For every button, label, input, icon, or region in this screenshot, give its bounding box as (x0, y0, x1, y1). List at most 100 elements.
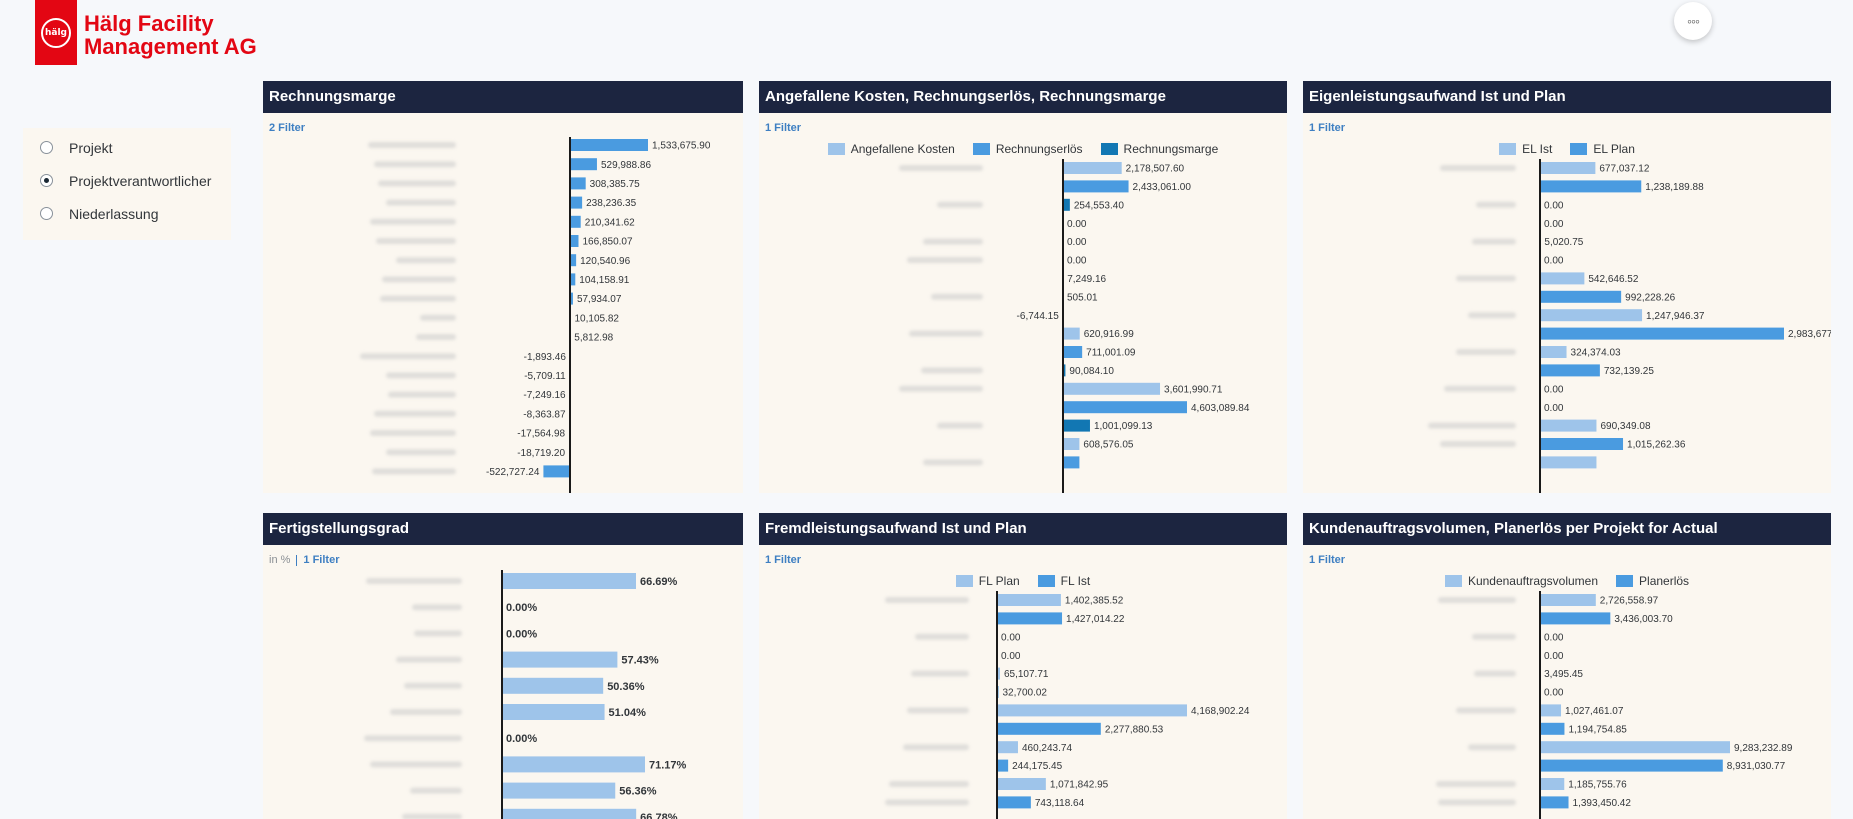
bar[interactable] (1540, 722, 1565, 735)
bar[interactable] (1063, 180, 1129, 193)
bar[interactable] (1063, 438, 1080, 450)
bar[interactable] (997, 741, 1018, 754)
legend-item[interactable]: Kundenauftragsvolumen (1444, 574, 1598, 588)
bar[interactable] (502, 782, 616, 799)
data-label: 3,436,003.70 (1614, 614, 1673, 625)
category-label-blurred (937, 201, 983, 208)
bar[interactable] (570, 273, 576, 286)
bar[interactable] (1063, 419, 1090, 432)
chart-legend: Angefallene Kosten Rechnungserlös Rechnu… (759, 139, 1287, 159)
bar[interactable] (1063, 401, 1187, 414)
category-label-blurred (402, 813, 462, 819)
bar[interactable] (1063, 162, 1122, 174)
bar[interactable] (1540, 327, 1784, 340)
legend-item[interactable]: Rechnungsmarge (1100, 142, 1218, 156)
data-label: 2,726,558.97 (1600, 596, 1659, 607)
bar[interactable] (1063, 327, 1080, 340)
bar[interactable] (570, 139, 648, 151)
bar[interactable] (1540, 180, 1642, 193)
bar[interactable] (1540, 778, 1565, 790)
chart-legend: FL Plan FL Ist (759, 571, 1287, 591)
bar[interactable] (543, 465, 570, 478)
data-label: 1,027,461.07 (1565, 706, 1624, 717)
data-label: 608,576.05 (1083, 440, 1133, 451)
bar[interactable] (997, 778, 1046, 790)
data-label: 1,402,385.52 (1065, 596, 1124, 607)
radio-button[interactable] (40, 174, 53, 187)
legend-label: EL Plan (1593, 142, 1635, 156)
category-label-blurred (386, 199, 456, 206)
filter-link[interactable]: 1 Filter (1309, 554, 1346, 566)
bar[interactable] (1540, 438, 1624, 450)
bar[interactable] (502, 756, 646, 773)
bar[interactable] (1540, 272, 1585, 285)
bar[interactable] (1540, 612, 1611, 625)
bar[interactable] (502, 704, 605, 720)
bar[interactable] (997, 759, 1009, 772)
card-title: Fremdleistungsaufwand Ist und Plan (759, 513, 1287, 545)
bar[interactable] (1540, 594, 1596, 606)
bar[interactable] (570, 254, 577, 267)
bar[interactable] (1063, 382, 1161, 395)
legend-item[interactable]: FL Plan (955, 574, 1020, 588)
bar[interactable] (570, 196, 583, 209)
radio-button[interactable] (40, 141, 53, 154)
bar[interactable] (570, 158, 597, 171)
bar[interactable] (1540, 162, 1596, 174)
bar[interactable] (1063, 364, 1066, 377)
bar[interactable] (1540, 456, 1597, 469)
bar[interactable] (570, 235, 579, 247)
bar[interactable] (1540, 419, 1597, 432)
category-label-blurred (378, 180, 456, 187)
filter-link[interactable]: 1 Filter (1309, 122, 1346, 134)
legend-item[interactable]: Angefallene Kosten (827, 142, 955, 156)
bar[interactable] (1540, 364, 1600, 377)
bar[interactable] (502, 573, 636, 589)
bar[interactable] (570, 177, 586, 190)
radio-projektverantwortlicher[interactable]: Projektverantwortlicher (23, 164, 231, 197)
legend-item[interactable]: Planerlös (1616, 574, 1689, 588)
bar[interactable] (1063, 198, 1070, 211)
bar[interactable] (1540, 759, 1723, 772)
data-label: 5,812.98 (574, 333, 613, 344)
bar[interactable] (570, 215, 581, 228)
legend-item[interactable]: EL Plan (1570, 142, 1635, 156)
filter-link[interactable]: 1 Filter (765, 122, 802, 134)
bar[interactable] (1063, 346, 1083, 358)
legend-item[interactable]: EL Ist (1499, 142, 1552, 156)
bar[interactable] (997, 722, 1101, 735)
bar[interactable] (1540, 796, 1569, 809)
legend-item[interactable]: Rechnungserlös (972, 142, 1083, 156)
bar[interactable] (1063, 456, 1080, 469)
bar[interactable] (570, 292, 573, 305)
bar[interactable] (1540, 346, 1567, 358)
data-label: -17,564.98 (517, 429, 565, 440)
bar[interactable] (997, 704, 1187, 717)
filter-link[interactable]: 2 Filter (269, 122, 306, 134)
category-label-blurred (899, 165, 983, 171)
bar-chart: 66.69% 0.00% 0.00% 57.43% 50.36% 51.04% 0.00% 7… (364, 570, 687, 819)
bar[interactable] (1540, 290, 1622, 303)
bar[interactable] (997, 667, 1000, 680)
legend-label: Angefallene Kosten (850, 142, 955, 156)
filter-link[interactable]: 1 Filter (303, 554, 340, 566)
radio-projekt[interactable]: Projekt (23, 131, 231, 164)
bar[interactable] (502, 808, 637, 819)
bar[interactable] (997, 594, 1061, 606)
data-label: 0.00 (1001, 651, 1021, 662)
bar[interactable] (997, 796, 1031, 809)
bar[interactable] (1540, 309, 1643, 322)
bar[interactable] (1540, 741, 1730, 754)
bar[interactable] (502, 651, 618, 668)
bar[interactable] (502, 677, 604, 694)
filter-link[interactable]: 1 Filter (765, 554, 802, 566)
data-label: 0.00 (1544, 256, 1564, 267)
bar[interactable] (997, 612, 1063, 625)
legend-item[interactable]: FL Ist (1037, 574, 1090, 588)
radio-niederlassung[interactable]: Niederlassung (23, 197, 231, 230)
data-label: 1,071,842.95 (1050, 780, 1109, 791)
radio-button[interactable] (40, 207, 53, 220)
category-label-blurred (410, 787, 462, 794)
more-options-button[interactable]: ◦◦◦ (1674, 2, 1712, 40)
bar[interactable] (1540, 704, 1562, 717)
